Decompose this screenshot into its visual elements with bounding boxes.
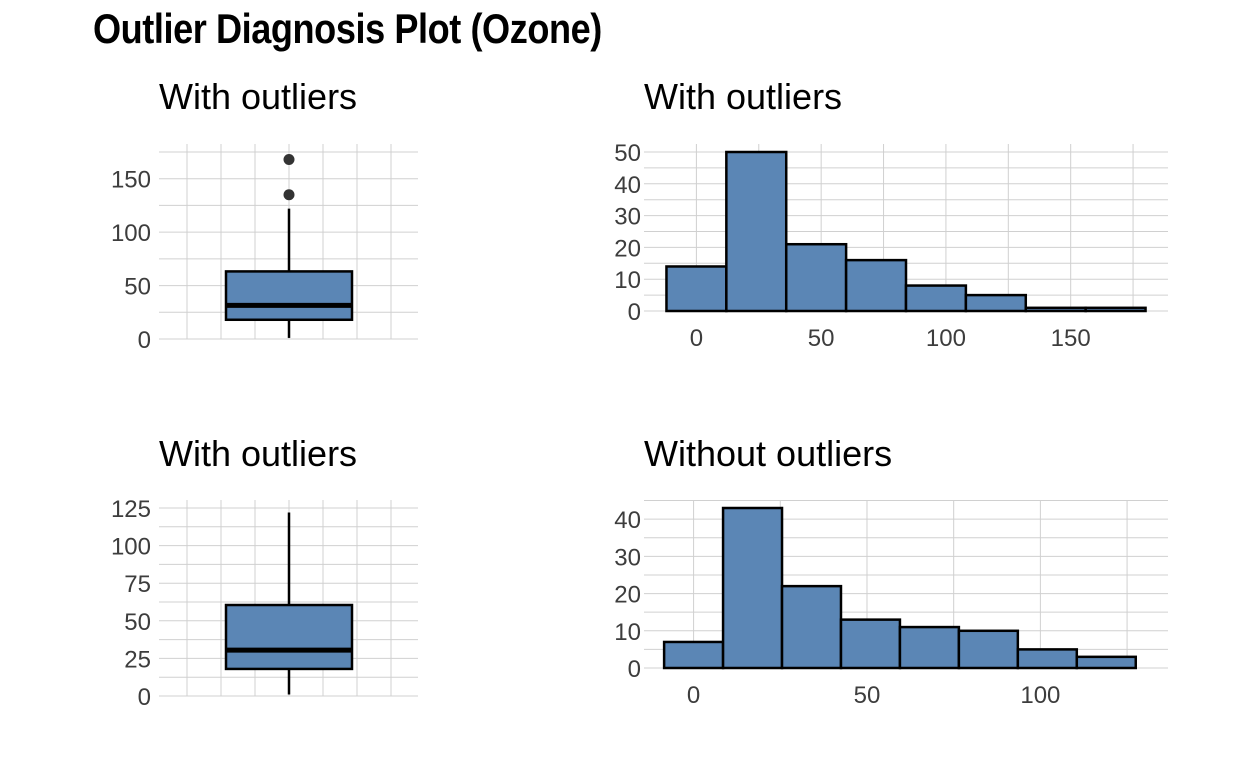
- x-tick-label: 150: [1051, 325, 1091, 352]
- x-tick-label: 100: [926, 325, 966, 352]
- y-tick-label: 50: [614, 140, 641, 167]
- y-tick-label: 125: [111, 496, 151, 523]
- histogram-bar: [1075, 655, 1137, 670]
- histogram-bar: [665, 265, 728, 313]
- y-tick-label: 50: [124, 274, 151, 301]
- histogram-bar: [725, 150, 788, 313]
- histogram-bar: [1084, 306, 1147, 313]
- y-tick-label: 30: [614, 204, 641, 231]
- panel-title: With outliers: [159, 433, 357, 474]
- histogram-bar: [844, 258, 908, 313]
- y-tick-label: 0: [138, 327, 151, 354]
- outlier-point: [283, 189, 295, 201]
- x-tick-label: 0: [687, 682, 700, 709]
- chart-panel-1: With outliers 0 50 100 150: [111, 76, 418, 354]
- outlier-point: [283, 153, 295, 165]
- histogram-bar: [1024, 306, 1087, 313]
- panel-title: With outliers: [159, 76, 357, 117]
- y-tick-label: 100: [111, 220, 151, 247]
- panel-title: With outliers: [644, 76, 842, 117]
- histogram-bar: [904, 284, 968, 313]
- y-tick-label: 40: [614, 507, 641, 534]
- histogram-bar: [784, 242, 848, 313]
- y-tick-label: 40: [614, 172, 641, 199]
- y-tick-label: 75: [124, 571, 151, 598]
- histogram-bar: [721, 506, 784, 670]
- histogram-bar: [839, 618, 902, 670]
- y-tick-label: 0: [628, 299, 641, 326]
- chart-panel-2: With outliers 0 10 20 30 40 50 0 50 100 150: [614, 76, 1168, 352]
- histogram-bar: [780, 584, 843, 670]
- y-tick-label: 20: [614, 582, 641, 609]
- x-tick-label: 100: [1020, 682, 1060, 709]
- figure-title: Outlier Diagnosis Plot (Ozone): [93, 5, 602, 52]
- y-tick-label: 0: [628, 656, 641, 683]
- x-tick-label: 50: [808, 325, 835, 352]
- histogram-bar: [1016, 648, 1079, 670]
- y-tick-label: 25: [124, 646, 151, 673]
- iqr-box: [224, 270, 354, 322]
- y-tick-label: 20: [614, 235, 641, 262]
- histogram-bar: [898, 625, 961, 670]
- y-tick-label: 50: [124, 609, 151, 636]
- histogram-bar: [662, 640, 725, 670]
- y-tick-label: 0: [138, 684, 151, 711]
- x-tick-label: 50: [854, 682, 881, 709]
- y-tick-label: 10: [614, 267, 641, 294]
- x-tick-label: 0: [690, 325, 703, 352]
- panel-title: Without outliers: [644, 433, 892, 474]
- histogram-bar: [957, 629, 1020, 670]
- y-tick-label: 100: [111, 534, 151, 561]
- iqr-box: [224, 603, 354, 671]
- histogram-bar: [964, 293, 1028, 313]
- chart-panel-4: Without outliers 0 10 20 30 40 0 50 100: [614, 433, 1168, 709]
- y-tick-label: 150: [111, 167, 151, 194]
- chart-panel-3: With outliers 0 25 50 75 100 125: [111, 433, 418, 711]
- y-tick-label: 10: [614, 619, 641, 646]
- y-tick-label: 30: [614, 544, 641, 571]
